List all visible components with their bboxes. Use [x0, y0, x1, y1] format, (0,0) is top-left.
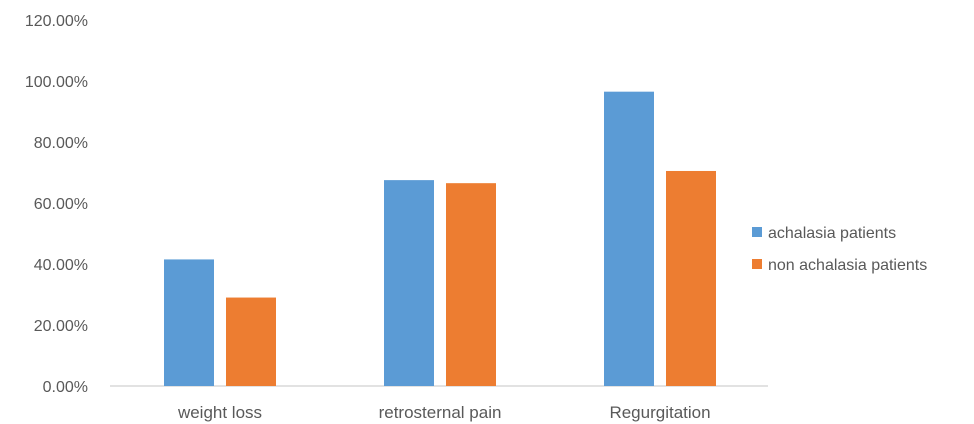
- y-tick-label: 0.00%: [43, 379, 88, 396]
- legend-label-1: non achalasia patients: [768, 257, 927, 274]
- legend: achalasia patients non achalasia patients: [752, 225, 927, 274]
- bar-non-achalasia-1: [446, 183, 496, 386]
- x-axis-category-labels: weight loss retrosternal pain Regurgitatio…: [177, 403, 711, 422]
- y-tick-label: 100.00%: [25, 74, 88, 91]
- bar-achalasia-1: [384, 180, 434, 386]
- bar-series: [164, 91, 716, 387]
- bar-non-achalasia-2: [666, 170, 716, 386]
- y-tick-label: 80.00%: [34, 135, 88, 152]
- y-tick-label: 120.00%: [25, 13, 88, 30]
- y-axis-tick-labels: 0.00% 20.00% 40.00% 60.00% 80.00% 100.00% 120.…: [25, 13, 88, 396]
- x-category-label: weight loss: [177, 403, 262, 422]
- legend-swatch-0: [752, 227, 762, 237]
- bar-achalasia-2: [604, 91, 654, 387]
- x-category-label: Regurgitation: [609, 403, 710, 422]
- x-category-label: retrosternal pain: [379, 403, 502, 422]
- legend-label-0: achalasia patients: [768, 225, 896, 242]
- bar-non-achalasia-0: [226, 297, 276, 386]
- y-tick-label: 20.00%: [34, 318, 88, 335]
- y-tick-label: 40.00%: [34, 257, 88, 274]
- legend-swatch-1: [752, 259, 762, 269]
- bar-achalasia-0: [164, 259, 214, 386]
- y-tick-label: 60.00%: [34, 196, 88, 213]
